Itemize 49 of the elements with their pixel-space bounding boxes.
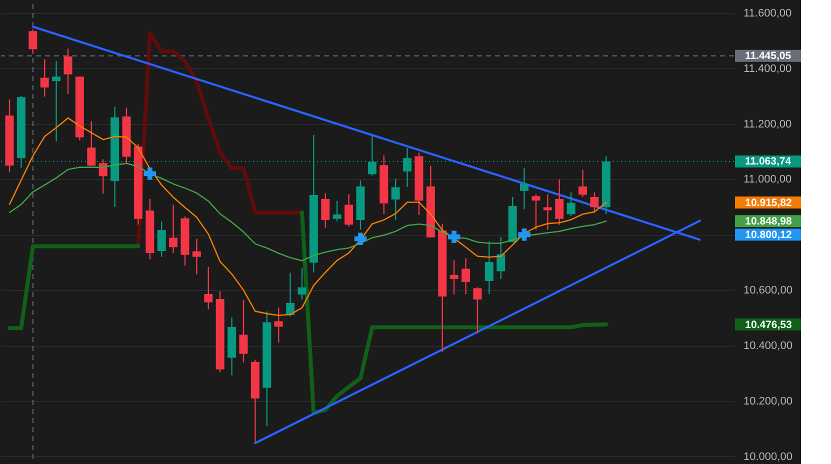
candlestick	[462, 258, 470, 295]
candlestick	[169, 204, 178, 254]
candlestick	[321, 192, 330, 228]
point	[144, 168, 156, 180]
candlestick	[192, 238, 201, 275]
candlestick	[87, 120, 96, 166]
y-tick-label: 11.200,00	[744, 118, 792, 130]
candlestick	[344, 194, 354, 228]
candlestick	[555, 178, 564, 226]
y-tick-label: 10.200,00	[744, 396, 792, 408]
candlestick	[450, 260, 458, 296]
candlestick	[532, 194, 540, 230]
y-tick-label: 10.400,00	[744, 340, 792, 352]
candlestick	[520, 167, 529, 210]
ref-line-label: 11.063,74	[744, 156, 792, 168]
candlestick	[52, 60, 61, 142]
line-series	[300, 210, 608, 415]
candlestick	[332, 200, 342, 222]
candlestick	[590, 192, 599, 212]
y2-tick-label: 10.800,12	[745, 229, 792, 242]
candlestick	[28, 28, 38, 54]
candlestick	[204, 266, 213, 310]
candlestick	[298, 267, 306, 300]
y-tick-label: 11.000,00	[744, 174, 792, 186]
line-series	[8, 162, 607, 262]
y2-tick-label: 10.915,82	[745, 197, 792, 210]
candlestick	[239, 299, 248, 364]
y-tick-label: 10.000,00	[744, 450, 792, 463]
candlestick	[40, 58, 49, 98]
point	[354, 232, 367, 245]
candlestick	[566, 192, 576, 217]
candlestick	[391, 178, 400, 221]
ref-line-label: 11.445,05	[744, 50, 792, 62]
candlestick	[543, 194, 552, 230]
candlestick	[578, 169, 588, 198]
line-series	[8, 117, 607, 316]
candlestick	[64, 48, 72, 94]
y-tick-label: 11.400,00	[744, 62, 792, 75]
candlestick	[496, 236, 506, 280]
y2-tick-label: 10.476,53	[745, 318, 792, 331]
point	[518, 228, 530, 241]
y-tick-label: 11.600,00	[744, 7, 792, 20]
candlestick	[157, 220, 166, 258]
y2-tick-label: 10.848,98	[745, 216, 792, 228]
candlestick	[274, 306, 283, 344]
point	[448, 230, 460, 244]
candlestick	[484, 240, 494, 294]
y-tick-label: 10.600,00	[744, 284, 792, 297]
candlestick	[473, 286, 482, 334]
